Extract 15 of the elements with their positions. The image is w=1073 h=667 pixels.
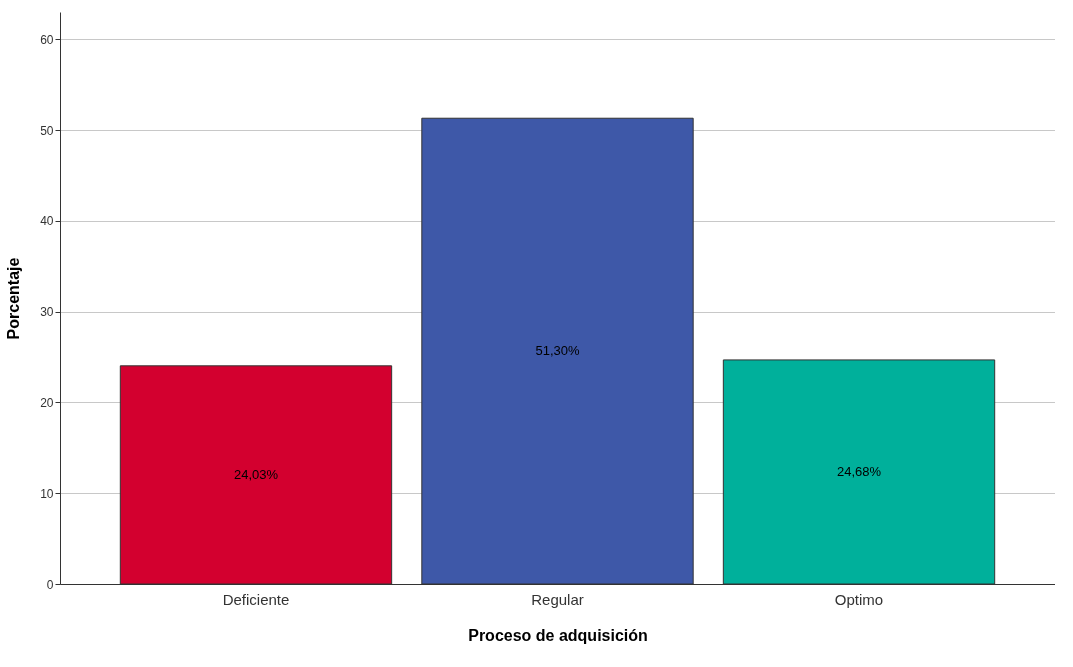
x-tick-label: Regular bbox=[531, 590, 584, 608]
data-label: 24,03% bbox=[233, 466, 279, 482]
y-tick-label: 40 bbox=[40, 214, 54, 229]
x-axis-title: Proceso de adquisición bbox=[468, 626, 648, 644]
x-tick-label: Deficiente bbox=[222, 590, 290, 608]
y-tick-label: 20 bbox=[40, 395, 54, 410]
x-tick-label: Optimo bbox=[834, 590, 884, 608]
y-axis-title: Porcentaje bbox=[5, 257, 23, 340]
y-tick-label: 50 bbox=[40, 123, 54, 138]
data-label: 24,68% bbox=[836, 463, 882, 479]
y-tick-label: 0 bbox=[46, 577, 54, 592]
y-tick-label: 10 bbox=[40, 486, 54, 501]
y-tick-label: 30 bbox=[40, 305, 54, 320]
y-tick-label: 60 bbox=[40, 32, 54, 47]
data-label: 51,30% bbox=[535, 343, 580, 359]
